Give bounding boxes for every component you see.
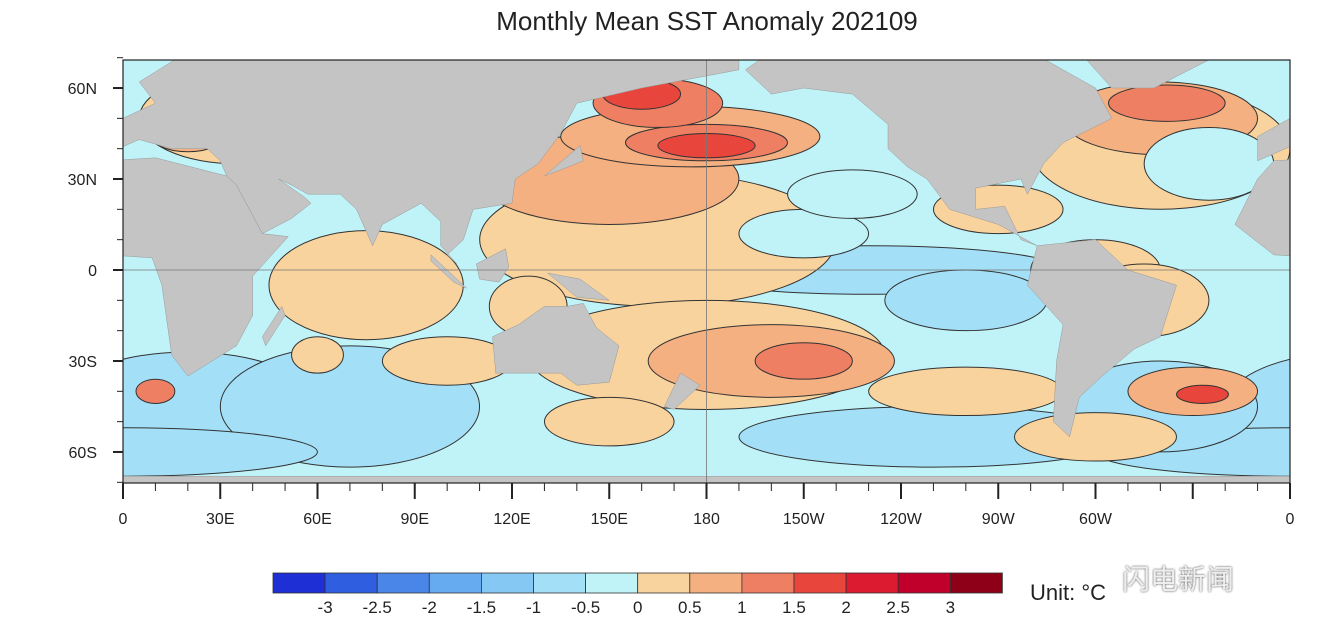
anomaly-region [291, 336, 344, 374]
colorbar-label: -0.5 [571, 598, 600, 617]
colorbar-swatch [376, 572, 430, 594]
colorbar-label: -1 [526, 598, 541, 617]
anomaly-region [381, 336, 513, 386]
colorbar-swatch [585, 572, 639, 594]
lon-tick-label: 150E [591, 511, 628, 528]
anomaly-region [0, 85, 58, 121]
anomaly-region [135, 378, 176, 404]
anomaly-region [543, 396, 675, 447]
land-mass [492, 303, 620, 386]
lat-tick-label: 30N [68, 172, 97, 189]
lon-tick-label: 90E [401, 511, 429, 528]
land-mass [745, 60, 1113, 246]
land-mass [544, 145, 584, 177]
lat-tick-label: 60N [68, 81, 97, 98]
colorbar-swatch [428, 572, 482, 594]
lat-tick-label: 0 [88, 263, 97, 280]
anomaly-region [0, 361, 91, 452]
colorbar-swatch [793, 572, 847, 594]
colorbar-label: 0.5 [678, 598, 702, 617]
colorbar-label: -2.5 [363, 598, 392, 617]
colorbar-swatch [480, 572, 534, 594]
anomaly-region [1107, 84, 1226, 122]
land-mass [706, 475, 1290, 483]
anomaly-region [1303, 379, 1336, 403]
anomaly-region [1306, 73, 1336, 164]
land-mass [123, 60, 740, 265]
colorbar-swatch [637, 572, 691, 594]
lon-tick-label: 180 [693, 511, 720, 528]
anomaly-region [1316, 115, 1336, 151]
colorbar-label: -1.5 [467, 598, 496, 617]
lon-tick-label: 120W [880, 511, 923, 528]
colorbar-swatch [533, 572, 586, 594]
anomaly-region [868, 366, 1064, 417]
anomaly-region [0, 413, 10, 461]
land-mass [123, 157, 289, 377]
land-mass [1027, 239, 1177, 438]
colorbar-swatch [689, 572, 743, 594]
anomaly-region [884, 269, 1048, 332]
colorbar-swatch [949, 572, 1003, 594]
colorbar-swatch [741, 572, 795, 594]
colorbar-label: 3 [946, 598, 955, 617]
colorbar-swatch [272, 572, 326, 594]
colorbar-label: 2 [841, 598, 850, 617]
land-mass [1257, 118, 1290, 162]
colorbar-label: -3 [318, 598, 333, 617]
anomaly-region [0, 127, 107, 200]
land-mass [262, 305, 286, 347]
anomaly-region [1176, 384, 1229, 404]
anomaly-region [754, 342, 853, 380]
anomaly-region [123, 143, 124, 154]
lon-tick-label: 60E [303, 511, 331, 528]
land-mass [1086, 60, 1210, 89]
colorbar-swatch [845, 572, 899, 594]
colorbar-swatch [324, 572, 378, 594]
anomaly-region [123, 427, 318, 477]
lon-tick-label: 90W [982, 511, 1016, 528]
land-mass [0, 52, 58, 88]
land-mass [430, 254, 467, 289]
lon-tick-label: 60W [1079, 511, 1113, 528]
land-mass [476, 248, 510, 283]
land-mass [1234, 159, 1290, 257]
land-mass [546, 272, 611, 301]
unit-label: Unit: °C [1030, 580, 1107, 605]
land-mass [664, 372, 701, 410]
anomaly-region [268, 230, 464, 341]
lat-tick-label: 30S [69, 354, 97, 371]
colorbar-label: 0 [633, 598, 642, 617]
colorbar-label: 1 [737, 598, 746, 617]
colorbar-label: -2 [422, 598, 437, 617]
colorbar-label: 2.5 [886, 598, 910, 617]
anomaly-region [0, 264, 42, 337]
anomaly-region [0, 367, 91, 415]
lon-tick-label: 0 [119, 511, 128, 528]
watermark-logo: 闪电新闻 [1122, 563, 1235, 596]
colorbar-label: 1.5 [782, 598, 806, 617]
anomaly-region [787, 169, 918, 219]
land-mass [0, 240, 10, 437]
lon-tick-label: 30E [206, 511, 234, 528]
lon-tick-label: 0 [1286, 511, 1295, 528]
lon-tick-label: 120E [493, 511, 530, 528]
colorbar-swatch [897, 572, 951, 594]
lon-tick-label: 150W [783, 511, 826, 528]
map-title: Monthly Mean SST Anomaly 202109 [496, 6, 918, 36]
lat-tick-label: 60S [69, 445, 97, 462]
land-mass [123, 475, 707, 483]
anomaly-region [10, 385, 62, 403]
anomaly-region [1014, 412, 1177, 462]
